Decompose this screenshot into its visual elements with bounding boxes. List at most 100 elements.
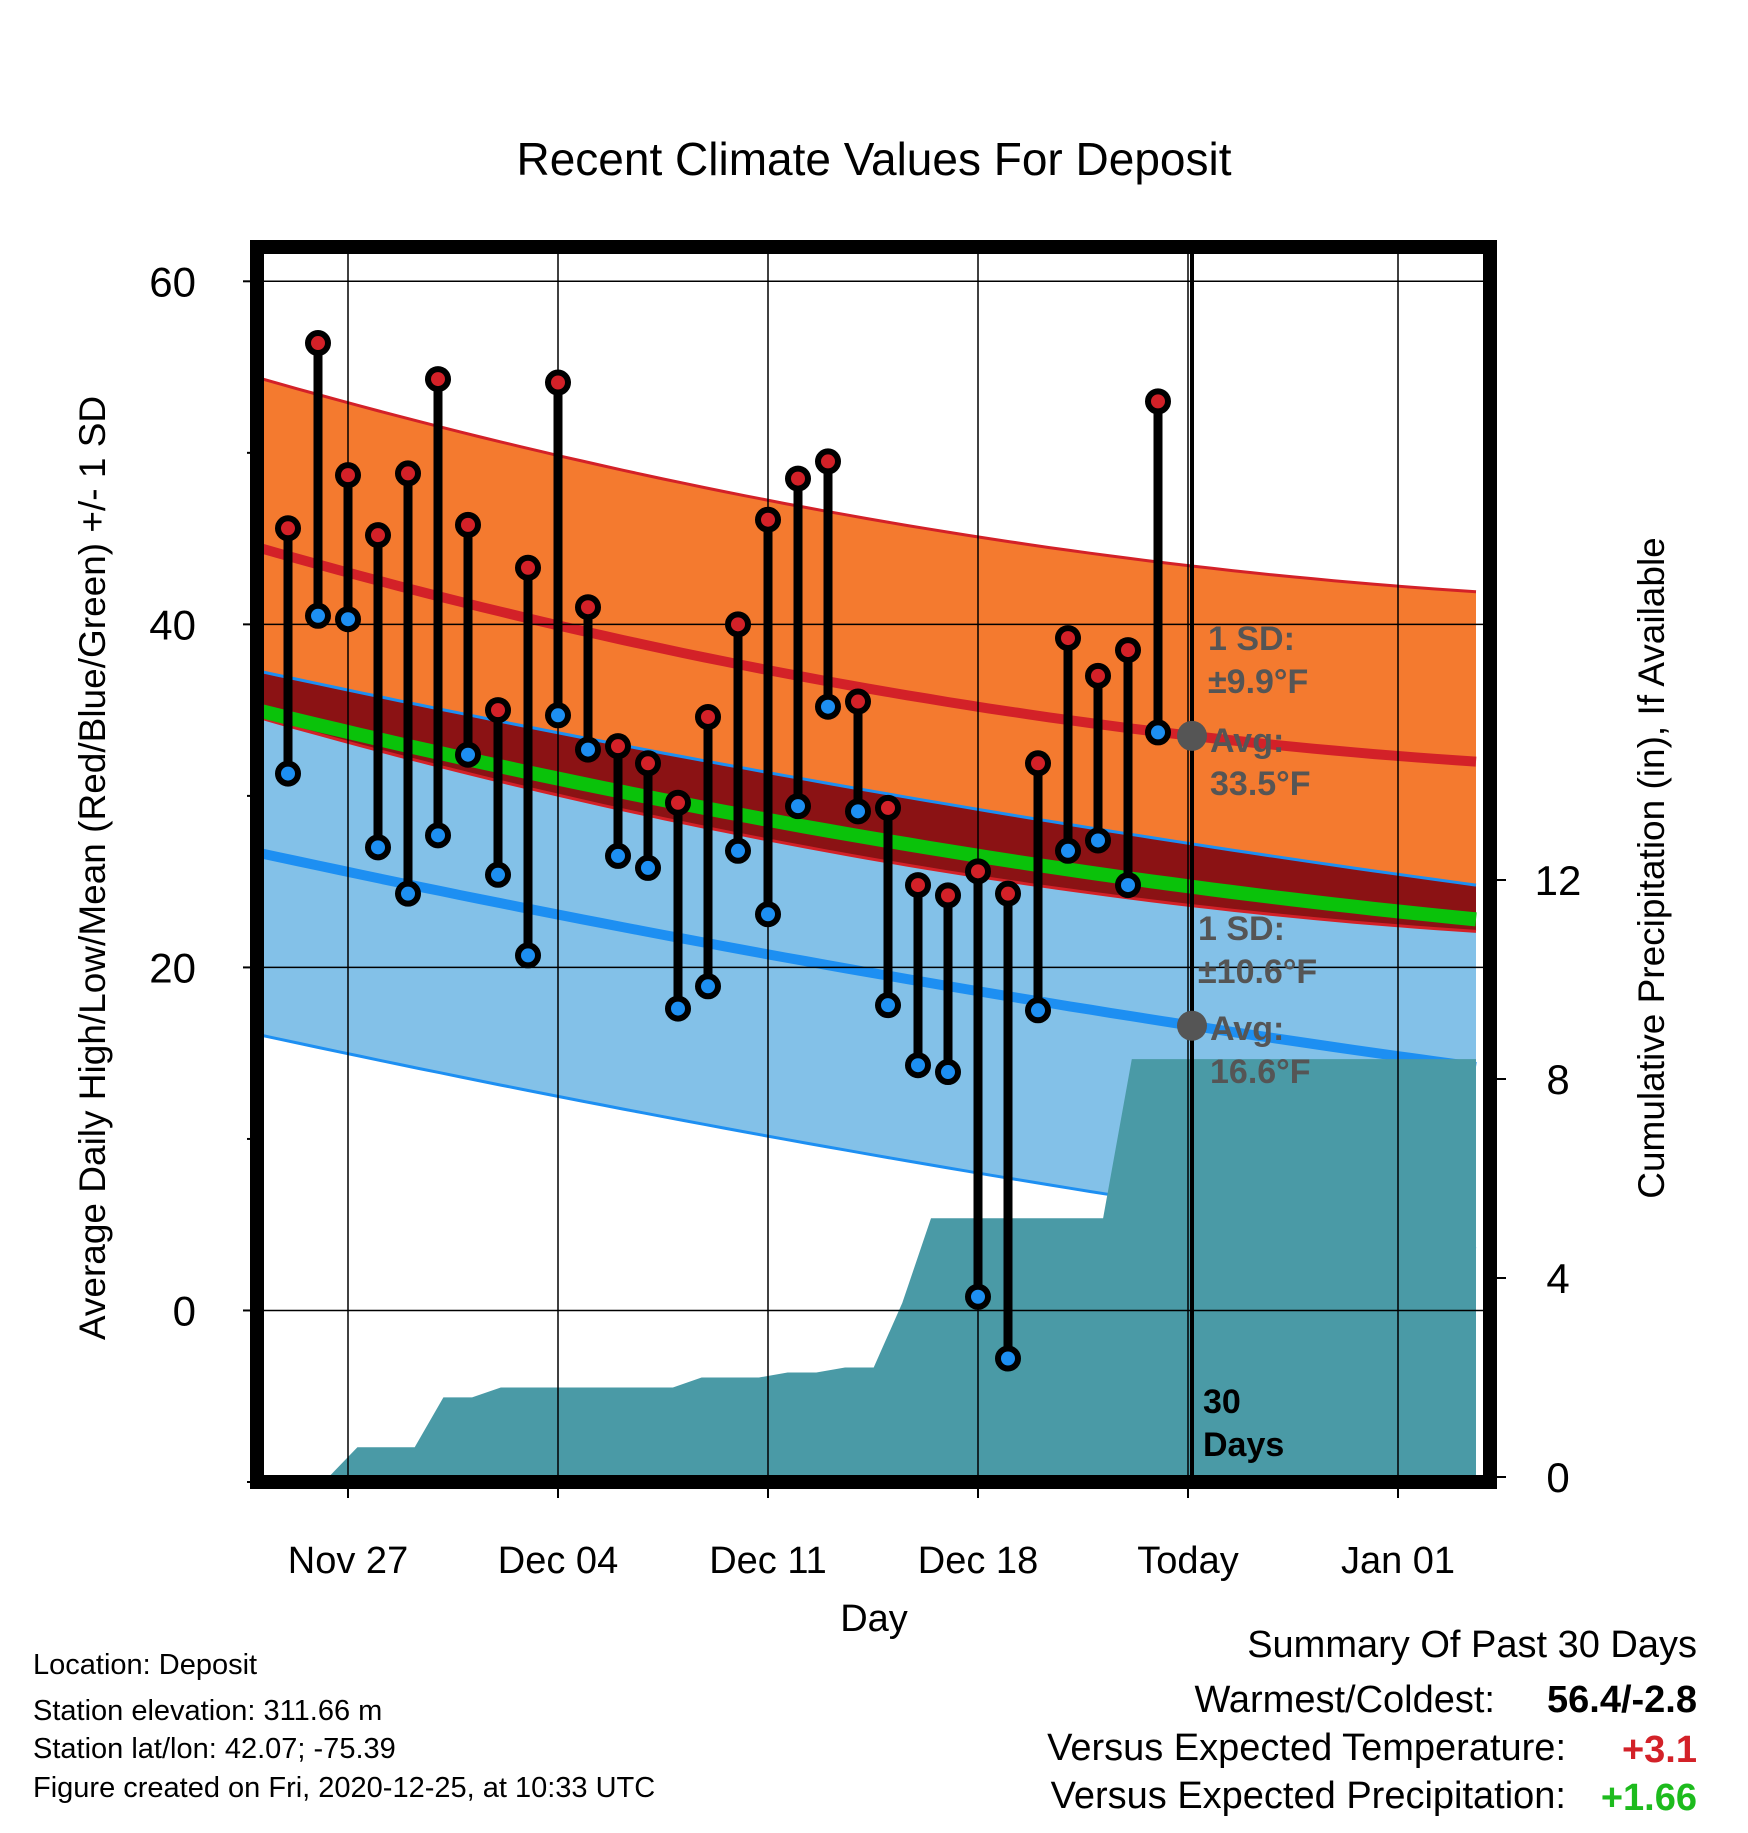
y-tick-label: 0 [173,1287,196,1334]
x-tick-label: Today [1137,1540,1238,1582]
low-avg-value: 16.6°F [1210,1053,1311,1091]
temp-label: Versus Expected Temperature: [1047,1727,1566,1769]
temp-value: +3.1 [1622,1729,1697,1771]
low-temp-point [995,1345,1021,1372]
low-temp-point [815,693,841,720]
y2-tick-label: 0 [1546,1454,1569,1501]
high-temp-point [905,872,931,899]
days-annotation: 30 Days [1203,1383,1284,1464]
high-temp-point [575,594,601,621]
high-temp-point [935,882,961,909]
high-temp-point [965,858,991,885]
plot-area [257,247,1490,1482]
high-temp-point [695,703,721,730]
high-sd-upper-edge [257,375,1477,594]
high-temp-point [365,522,391,549]
high-temp-point [635,750,661,777]
station-location: Location: Deposit [33,1649,257,1681]
high-avg-label: Avg: [1210,722,1284,760]
low-avg-label: Avg: [1210,1010,1284,1048]
low-temp-point [935,1059,961,1086]
low-temp-point [665,995,691,1022]
high-sd-value: ±9.9°F [1208,663,1308,701]
high-temp-point [785,465,811,492]
high-temp-point [1115,637,1141,664]
station-latlon: Station lat/lon: 42.07; -75.39 [33,1733,396,1765]
y2-tick-label: 12 [1535,857,1582,904]
y-tick-label: 20 [149,944,196,991]
x-tick-label: Dec 18 [918,1540,1038,1582]
low-temp-point [1025,997,1051,1024]
high-avg-value: 33.5°F [1210,765,1311,803]
high-temp-point [395,460,421,487]
high-sd-lower-edge [257,715,1477,933]
low-temp-point [515,942,541,969]
low-temp-point [905,1052,931,1079]
high-temp-point [305,330,331,357]
y2-axis-label: Cumulative Precipitation (in), If Availa… [1631,537,1672,1199]
low-sd-value: ±10.6°F [1198,953,1317,991]
low-temp-point [785,793,811,820]
normal-high-line [257,542,1477,767]
y-axis-label: Average Daily High/Low/Mean (Red/Blue/Gr… [72,396,113,1340]
x-tick-label: Dec 04 [498,1540,618,1582]
days-count: 30 [1203,1383,1241,1421]
station-elevation: Station elevation: 311.66 m [33,1695,382,1727]
x-tick-label: Jan 01 [1341,1540,1455,1582]
high-temp-point [275,515,301,542]
low-temp-point [845,798,871,825]
warm-cold-value: 56.4/-2.8 [1547,1679,1697,1721]
high-temp-point [845,688,871,715]
y-tick-label: 60 [149,258,196,305]
precip-label: Versus Expected Precipitation: [1051,1775,1566,1817]
high-temp-point [815,448,841,475]
x-tick-label: Dec 11 [709,1540,827,1582]
high-temp-point [725,611,751,638]
precip-value: +1.66 [1601,1777,1697,1819]
high-temp-point [875,794,901,821]
high-temp-point [515,554,541,581]
station-info: Location: Deposit Station elevation: 311… [33,1649,655,1804]
low-temp-point [395,880,421,907]
low-avg-point [1177,1010,1207,1041]
low-temp-point [335,606,361,633]
low-temp-point [485,861,511,888]
plot-frame [250,240,1497,1489]
days-label: Days [1203,1426,1284,1464]
low-temp-point [635,854,661,881]
warm-cold-label: Warmest/Coldest: [1194,1679,1495,1721]
high-temp-point [995,880,1021,907]
y2-tick-label: 8 [1546,1056,1569,1103]
low-temp-point [365,834,391,861]
x-tick-label: Nov 27 [288,1540,408,1582]
high-temp-point [485,697,511,724]
daily-markers [275,330,1171,1372]
low-temp-point [1085,827,1111,854]
figure-created: Figure created on Fri, 2020-12-25, at 10… [33,1772,655,1804]
x-axis-label: Day [840,1598,908,1640]
low-temp-point [965,1283,991,1310]
low-annotation: 1 SD: ±10.6°F Avg: 16.6°F [1198,910,1317,1091]
low-temp-point [1115,872,1141,899]
daily-range-stems [283,343,1163,1359]
cumulative-precip-area [300,1059,1476,1477]
low-temp-point [605,842,631,869]
low-temp-point [725,837,751,864]
high-sd-label: 1 SD: [1208,620,1295,658]
chart-title: Recent Climate Values For Deposit [517,133,1232,185]
high-temp-point [605,733,631,760]
low-temp-point [275,760,301,787]
low-temp-point [455,741,481,768]
axes: 0 20 40 60 0 4 8 12 Nov 27 Dec 04 Dec 11 Dec 18 Toda… [149,258,1581,1582]
high-temp-point [1085,662,1111,689]
summary-panel: Summary Of Past 30 Days Warmest/Coldest:… [1047,1624,1697,1819]
low-sd-upper-edge [257,669,1477,887]
y-tick-label: 40 [149,601,196,648]
overlap-band [257,670,1476,932]
high-annotation: 1 SD: ±9.9°F Avg: 33.5°F [1208,620,1311,803]
high-temp-point [335,462,361,489]
high-temp-point [665,789,691,816]
high-temp-point [1055,625,1081,652]
high-avg-point [1177,720,1207,751]
high-temp-point [1145,388,1171,415]
